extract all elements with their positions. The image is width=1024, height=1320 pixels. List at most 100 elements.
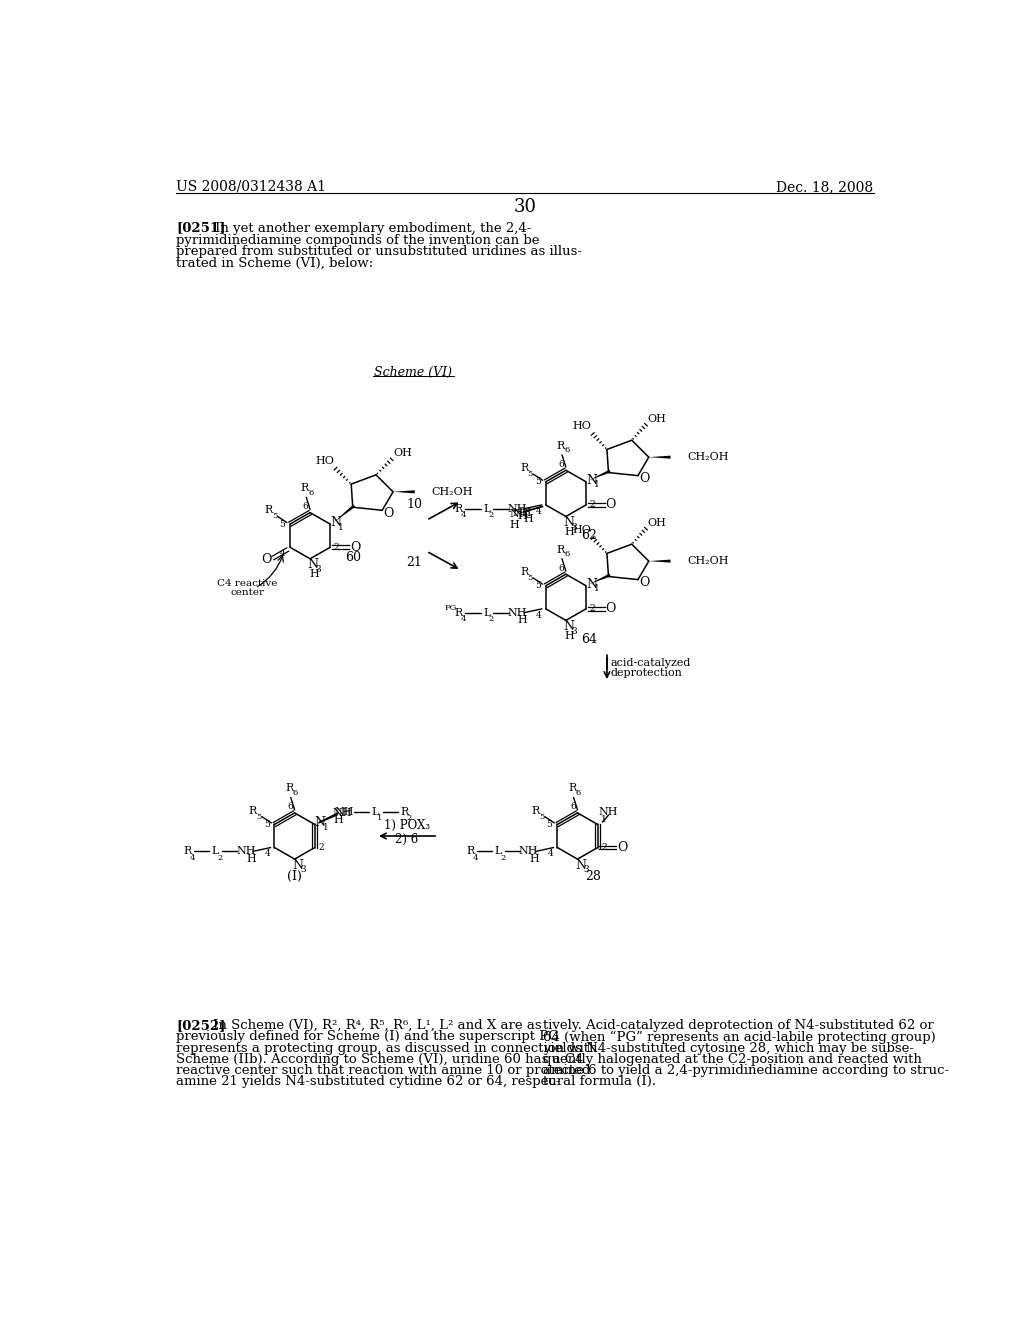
Text: N: N bbox=[575, 859, 586, 871]
Text: R: R bbox=[520, 566, 528, 577]
Text: Scheme (VI): Scheme (VI) bbox=[374, 367, 453, 379]
Text: N: N bbox=[563, 620, 574, 634]
Text: 2: 2 bbox=[590, 500, 595, 510]
Text: 2: 2 bbox=[488, 511, 495, 519]
Text: 64 (when “PG” represents an acid-labile protecting group): 64 (when “PG” represents an acid-labile … bbox=[543, 1031, 935, 1044]
Text: 2: 2 bbox=[590, 605, 595, 614]
Polygon shape bbox=[589, 470, 610, 480]
Text: R: R bbox=[556, 545, 564, 554]
Text: 5: 5 bbox=[264, 820, 269, 829]
Text: 6: 6 bbox=[303, 502, 308, 511]
Text: H: H bbox=[529, 854, 539, 865]
Polygon shape bbox=[649, 455, 671, 459]
Text: 5: 5 bbox=[271, 512, 278, 520]
Text: 60: 60 bbox=[345, 550, 360, 564]
Text: R: R bbox=[264, 506, 272, 515]
Text: CH₂OH: CH₂OH bbox=[687, 453, 729, 462]
Text: 1) POX₃: 1) POX₃ bbox=[384, 818, 430, 832]
Text: R: R bbox=[249, 805, 257, 816]
Text: H: H bbox=[247, 854, 256, 865]
Text: O: O bbox=[350, 541, 360, 554]
Text: 5: 5 bbox=[280, 520, 285, 528]
Polygon shape bbox=[589, 574, 610, 585]
Text: H: H bbox=[565, 631, 574, 640]
Text: acid-catalyzed: acid-catalyzed bbox=[611, 657, 691, 668]
Text: 6: 6 bbox=[558, 459, 564, 469]
Text: O: O bbox=[605, 602, 616, 615]
Text: 5: 5 bbox=[547, 820, 553, 829]
Text: 2: 2 bbox=[334, 543, 339, 552]
Text: HO: HO bbox=[572, 421, 592, 432]
Text: 4: 4 bbox=[536, 507, 542, 516]
Text: L: L bbox=[495, 846, 502, 857]
Text: NH: NH bbox=[335, 807, 354, 817]
Text: 4: 4 bbox=[281, 549, 286, 558]
Text: HO: HO bbox=[315, 455, 334, 466]
Text: CH₂OH: CH₂OH bbox=[432, 487, 473, 496]
Text: 6: 6 bbox=[293, 789, 298, 797]
Text: 6: 6 bbox=[287, 803, 293, 812]
Text: tively. Acid-catalyzed deprotection of N4-substituted 62 or: tively. Acid-catalyzed deprotection of N… bbox=[543, 1019, 933, 1032]
Text: yields N4-substituted cytosine 28, which may be subse-: yields N4-substituted cytosine 28, which… bbox=[543, 1041, 913, 1055]
Text: reactive center such that reaction with amine 10 or protected: reactive center such that reaction with … bbox=[176, 1064, 591, 1077]
Text: O: O bbox=[639, 576, 649, 589]
Text: N: N bbox=[586, 474, 597, 487]
Text: R: R bbox=[455, 607, 463, 618]
Text: 6: 6 bbox=[564, 550, 569, 558]
Text: 5: 5 bbox=[527, 470, 532, 478]
Text: 6: 6 bbox=[570, 803, 575, 812]
Text: 62: 62 bbox=[582, 529, 597, 543]
Text: 21: 21 bbox=[407, 556, 423, 569]
Text: O: O bbox=[605, 499, 616, 511]
Text: N: N bbox=[292, 859, 303, 871]
Text: R: R bbox=[520, 463, 528, 473]
Text: 2: 2 bbox=[488, 615, 495, 623]
Text: 6: 6 bbox=[575, 789, 581, 797]
Text: NH: NH bbox=[507, 607, 526, 618]
Text: O: O bbox=[261, 553, 272, 566]
Text: 5: 5 bbox=[256, 813, 262, 821]
Text: NH: NH bbox=[333, 808, 352, 818]
Text: represents a protecting group, as discussed in connection with: represents a protecting group, as discus… bbox=[176, 1041, 598, 1055]
Text: 64: 64 bbox=[582, 634, 597, 647]
Text: H: H bbox=[333, 814, 343, 825]
Text: C4 reactive: C4 reactive bbox=[217, 579, 278, 587]
Text: deprotection: deprotection bbox=[611, 668, 683, 677]
Text: prepared from substituted or unsubstituted uridines as illus-: prepared from substituted or unsubstitut… bbox=[176, 246, 582, 259]
Text: 4: 4 bbox=[536, 611, 542, 619]
Text: 5: 5 bbox=[527, 574, 532, 582]
Text: NH: NH bbox=[507, 504, 526, 513]
Text: 4: 4 bbox=[189, 854, 196, 862]
Text: R: R bbox=[301, 483, 309, 492]
Text: 10: 10 bbox=[407, 498, 423, 511]
Text: 6: 6 bbox=[308, 488, 313, 496]
Text: quently halogenated at the C2-position and reacted with: quently halogenated at the C2-position a… bbox=[543, 1053, 922, 1065]
Polygon shape bbox=[649, 560, 671, 562]
Polygon shape bbox=[393, 490, 415, 494]
Text: H: H bbox=[517, 615, 527, 626]
Text: 3: 3 bbox=[584, 866, 589, 874]
Text: 5: 5 bbox=[540, 813, 545, 821]
Text: pyrimidinediamine compounds of the invention can be: pyrimidinediamine compounds of the inven… bbox=[176, 234, 540, 247]
Text: tural formula (I).: tural formula (I). bbox=[543, 1074, 655, 1088]
Text: R: R bbox=[455, 504, 463, 513]
Text: 2) 6: 2) 6 bbox=[395, 833, 419, 846]
Text: L: L bbox=[372, 807, 379, 817]
Text: R: R bbox=[568, 783, 577, 793]
Text: O: O bbox=[617, 841, 628, 854]
Text: 1: 1 bbox=[601, 816, 606, 824]
Text: previously defined for Scheme (I) and the superscript PG: previously defined for Scheme (I) and th… bbox=[176, 1031, 559, 1043]
Text: PG: PG bbox=[445, 605, 458, 612]
Text: H: H bbox=[510, 520, 519, 529]
Text: N: N bbox=[330, 516, 341, 529]
Text: (I): (I) bbox=[287, 870, 302, 883]
Text: H: H bbox=[524, 513, 534, 524]
Text: In Scheme (VI), R², R⁴, R⁵, R⁶, L¹, L² and X are as: In Scheme (VI), R², R⁴, R⁵, R⁶, L¹, L² a… bbox=[213, 1019, 542, 1032]
Text: 1: 1 bbox=[594, 480, 600, 490]
Polygon shape bbox=[334, 504, 355, 523]
Text: amine 6 to yield a 2,4-pyrimidinediamine according to struc-: amine 6 to yield a 2,4-pyrimidinediamine… bbox=[543, 1064, 949, 1077]
Text: 4: 4 bbox=[472, 854, 478, 862]
Text: NH: NH bbox=[599, 807, 618, 817]
Text: In yet another exemplary embodiment, the 2,4-: In yet another exemplary embodiment, the… bbox=[215, 222, 531, 235]
Text: 28: 28 bbox=[585, 870, 601, 883]
